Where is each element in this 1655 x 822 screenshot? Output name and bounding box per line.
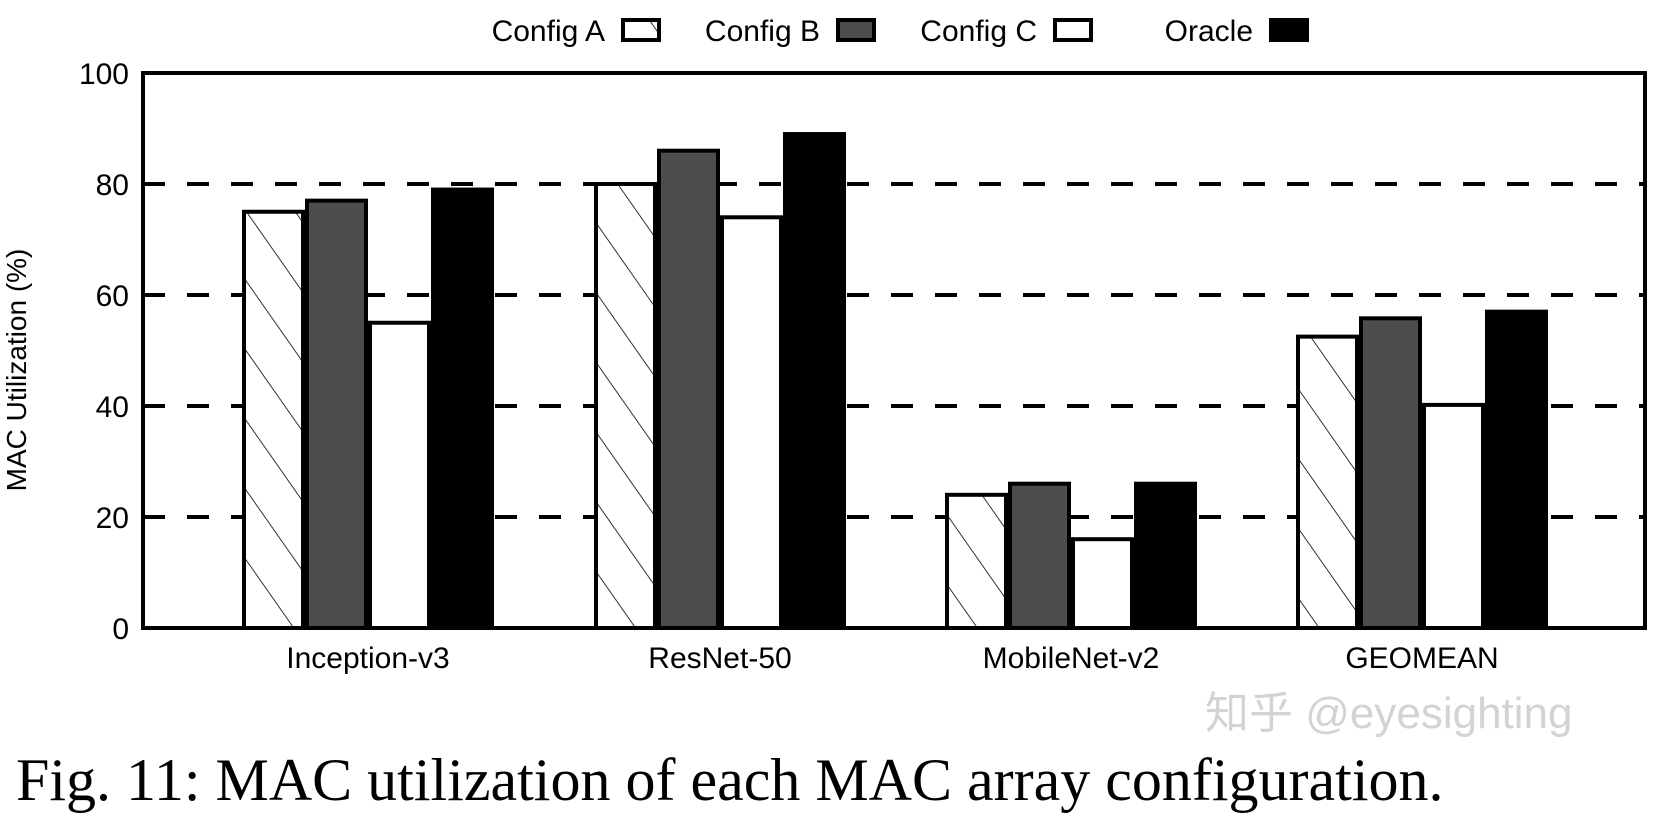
bar-config-b bbox=[1008, 481, 1071, 631]
bar-config-c bbox=[368, 320, 431, 630]
legend-label: Oracle bbox=[1165, 15, 1253, 48]
bar-oracle bbox=[1485, 309, 1548, 630]
legend-label: Config C bbox=[920, 15, 1037, 48]
x-tick-label: Inception-v3 bbox=[286, 642, 449, 675]
y-tick-label: 20 bbox=[96, 502, 129, 535]
bar-oracle bbox=[783, 132, 846, 631]
legend-label: Config B bbox=[705, 15, 820, 48]
bar-config-a bbox=[594, 182, 657, 630]
bar-config-b bbox=[305, 198, 368, 630]
y-axis-label: MAC Utilization (%) bbox=[1, 249, 32, 492]
legend-swatch bbox=[1053, 18, 1093, 42]
bar-config-c bbox=[720, 215, 783, 631]
legend-swatch bbox=[836, 18, 876, 42]
x-tick-label: MobileNet-v2 bbox=[983, 642, 1160, 675]
bar-oracle bbox=[1134, 481, 1197, 631]
legend-swatch bbox=[1269, 18, 1309, 42]
bar-config-a bbox=[242, 209, 305, 630]
watermark: 知乎 @eyesighting bbox=[1205, 689, 1573, 738]
legend-swatch bbox=[621, 18, 661, 42]
y-tick-label: 40 bbox=[96, 391, 129, 424]
y-tick-label: 100 bbox=[79, 58, 129, 91]
bar-config-c bbox=[1422, 402, 1485, 631]
y-tick-labels: 0 20 40 60 80 100 bbox=[79, 58, 129, 646]
bar-config-c bbox=[1071, 537, 1134, 631]
y-tick-label: 0 bbox=[112, 613, 129, 646]
bars bbox=[242, 132, 1548, 631]
bar-config-a bbox=[945, 492, 1008, 630]
x-tick-label: ResNet-50 bbox=[648, 642, 791, 675]
bar-config-a bbox=[1296, 334, 1359, 630]
x-tick-label: GEOMEAN bbox=[1345, 642, 1498, 675]
plot-frame bbox=[141, 71, 1647, 630]
caption: Fig. 11: MAC utilization of each MAC arr… bbox=[16, 747, 1444, 813]
legend-label: Config A bbox=[492, 15, 605, 48]
bar-oracle bbox=[431, 187, 494, 631]
legend: Config A Config B Config C Oracle bbox=[492, 15, 1309, 48]
x-tick-labels: Inception-v3 ResNet-50 MobileNet-v2 GEOMEAN bbox=[286, 642, 1498, 675]
bar-config-b bbox=[657, 148, 720, 630]
y-tick-label: 60 bbox=[96, 280, 129, 313]
y-tick-label: 80 bbox=[96, 169, 129, 202]
bar-config-b bbox=[1359, 316, 1422, 630]
